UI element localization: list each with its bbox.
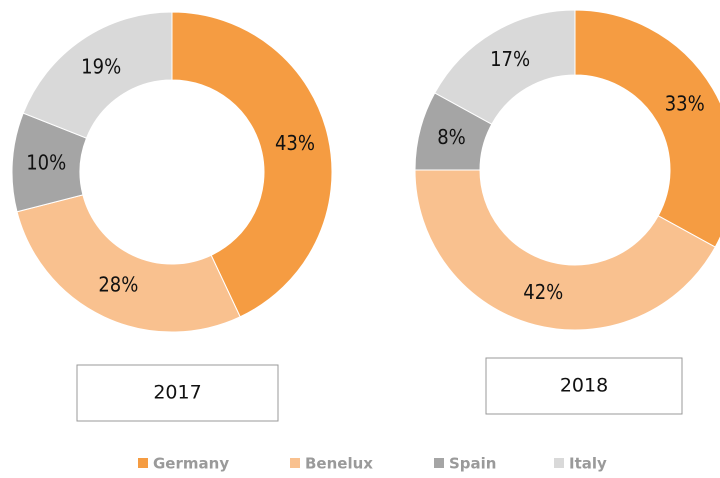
chart-title: 2017 (153, 382, 201, 404)
donut-segment (22, 11, 173, 139)
donut-segment (574, 9, 720, 248)
data-label: 33% (665, 92, 705, 116)
legend-swatch (434, 458, 444, 468)
legend-label: Italy (569, 455, 607, 473)
legend-swatch (554, 458, 564, 468)
data-label: 10% (26, 151, 66, 175)
data-label: 43% (275, 131, 315, 155)
data-label: 17% (490, 47, 530, 71)
chart-title: 2018 (560, 375, 608, 397)
donut-segment (16, 194, 241, 333)
legend-swatch (138, 458, 148, 468)
data-label: 42% (523, 280, 563, 304)
legend-label: Benelux (305, 455, 373, 473)
year-box (76, 364, 279, 422)
data-label: 19% (81, 54, 121, 78)
donut-segment (414, 169, 716, 331)
legend-label: Germany (153, 455, 229, 473)
legend-swatch (290, 458, 300, 468)
legend-label: Spain (449, 455, 496, 473)
donut-segment (171, 11, 333, 318)
year-box (485, 357, 683, 415)
data-label: 28% (98, 273, 138, 297)
donut-segment (434, 9, 576, 125)
data-label: 8% (437, 125, 466, 149)
